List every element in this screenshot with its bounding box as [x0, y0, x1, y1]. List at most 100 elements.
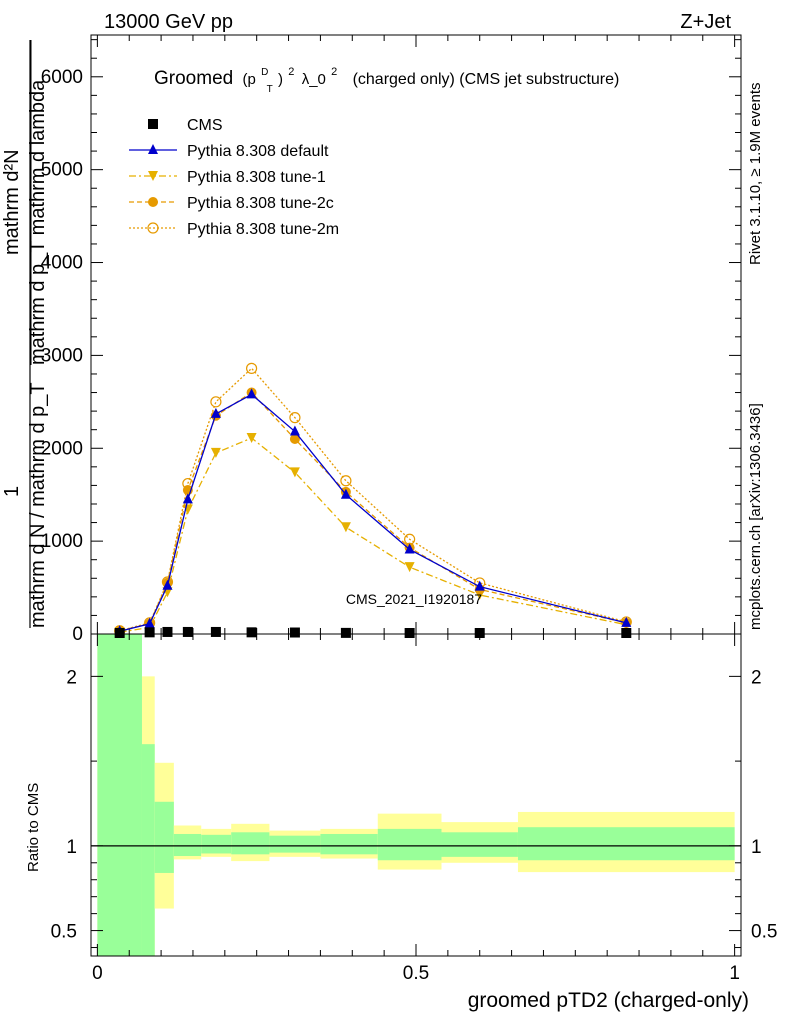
series-point-cms	[289, 627, 300, 638]
ratio-band-inner	[320, 833, 378, 855]
series-point-tune2m	[340, 475, 352, 487]
axis-ticks	[91, 35, 741, 956]
series-point-cms	[404, 628, 415, 638]
legend-label-tune2c: Pythia 8.308 tune-2c	[187, 195, 334, 212]
series-line-tune2m	[119, 367, 627, 632]
header-process-label: Z+Jet	[680, 11, 731, 33]
legend-marker-tune2m	[147, 222, 159, 234]
plot-title-exp2: 2	[331, 66, 337, 78]
series-point-default	[210, 407, 221, 418]
series-point-cms	[210, 626, 221, 637]
header-energy-label: 13000 GeV pp	[104, 11, 233, 33]
y-label-one: 1	[1, 486, 23, 497]
series-point-cms	[162, 626, 173, 637]
plot-title-suffix: (charged only) (CMS jet substructure)	[353, 71, 620, 88]
ratio-y-tick-label-left: 1	[66, 837, 77, 858]
series-point-default	[289, 425, 300, 436]
plot-title: Groomed (p D T ) 2 λ_0 2 (charged only) …	[154, 59, 619, 97]
series-point-cms	[340, 627, 351, 638]
legend-entry-cms: CMS	[148, 117, 223, 134]
ratio-band-inner	[377, 828, 442, 861]
ratio-y-tick-label-right: 0.5	[751, 922, 777, 943]
ratio-band-inner	[173, 833, 202, 857]
main-y-tick-label: 6000	[41, 67, 83, 88]
ratio-y-tick-label-left: 2	[66, 667, 77, 688]
series-point-cms	[182, 626, 193, 637]
legend-entry-tune1: Pythia 8.308 tune-1	[129, 169, 326, 186]
legend-entry-default: Pythia 8.308 default	[129, 143, 329, 160]
plot-title-close: )	[278, 71, 283, 88]
series-point-cms	[246, 627, 257, 638]
plot-title-sub-t: T	[267, 84, 273, 95]
series-point-default	[246, 388, 257, 399]
series-point-default	[144, 617, 155, 628]
ratio-y-tick-label-left: 0.5	[51, 922, 77, 943]
legend-label-tune1: Pythia 8.308 tune-1	[187, 169, 326, 186]
plot-title-p: (p	[242, 71, 255, 88]
main-y-tick-label: 0	[72, 624, 83, 645]
series-point-cms	[144, 627, 155, 638]
plot-title-sup-d: D	[261, 67, 268, 78]
x-tick-label: 0	[92, 963, 103, 984]
series-point-default	[404, 543, 415, 554]
ratio-band-inner	[97, 634, 142, 956]
legend-label-default: Pythia 8.308 default	[187, 143, 329, 160]
series-point-default	[182, 493, 193, 504]
series-point-cms	[114, 628, 125, 638]
series-point-cms	[621, 628, 632, 638]
y-label-numer: mathrm d²N	[1, 149, 23, 255]
main-y-tick-label: 4000	[41, 253, 83, 274]
main-y-tick-label: 3000	[41, 345, 83, 366]
series-point-default	[621, 616, 632, 627]
series-point-tune1	[246, 433, 257, 444]
x-axis-label: groomed pTD2 (charged-only)	[468, 989, 749, 1012]
data-series	[114, 362, 632, 638]
plot-title-lambda: λ_0	[302, 71, 326, 88]
series-point-cms	[474, 628, 485, 638]
series-default	[114, 388, 632, 636]
ratio-y-tick-label-right: 2	[751, 667, 762, 688]
series-cms	[114, 626, 632, 638]
main-y-tick-label: 5000	[41, 160, 83, 181]
series-point-tune1	[404, 562, 415, 573]
main-y-tick-label: 1000	[41, 531, 83, 552]
ratio-uncertainty-bands	[97, 634, 735, 956]
legend-marker-default	[148, 144, 158, 154]
legend-marker-tune2c	[148, 197, 158, 207]
axis-tick-labels: 0 1000 2000 3000 4000 5000 6000 0.5 0.5 1 1 2 2 0 0.5 1	[41, 67, 778, 984]
ratio-band-inner	[231, 832, 270, 855]
series-point-default	[340, 488, 351, 499]
legend-marker-cms	[148, 119, 158, 129]
plot-title-prefix: Groomed	[154, 68, 233, 89]
series-point-tune1	[210, 447, 221, 458]
ratio-band-inner	[441, 832, 518, 857]
ratio-band-inner	[141, 744, 155, 956]
x-tick-label: 0.5	[403, 963, 429, 984]
series-point-tune2c	[289, 433, 300, 444]
legend: CMS Pythia 8.308 default Pythia 8.308 tune…	[129, 117, 339, 238]
ratio-band-inner	[154, 801, 174, 873]
analysis-watermark: CMS_2021_I1920187	[346, 591, 482, 607]
legend-entry-tune2c: Pythia 8.308 tune-2c	[129, 195, 334, 212]
y-label-denom: mathrm d p_T mathrm d lambda	[27, 79, 49, 365]
main-y-tick-label: 2000	[41, 438, 83, 459]
series-point-default	[162, 579, 173, 590]
legend-marker-tune1	[148, 171, 158, 181]
series-point-tune2m	[289, 412, 301, 424]
x-tick-label: 1	[729, 963, 740, 984]
ratio-band-inner	[269, 835, 321, 853]
ratio-y-axis-label: Ratio to CMS	[25, 783, 42, 872]
series-point-tune2m	[210, 396, 222, 408]
y-label-frac-denom: mathrm d N / mathrm d p_T	[27, 382, 49, 628]
legend-label-cms: CMS	[187, 117, 223, 134]
series-point-default	[474, 580, 485, 591]
series-point-tune2m	[245, 362, 258, 374]
mcplots-label: mcplots.cern.ch [arXiv:1306.3436]	[747, 403, 764, 630]
rivet-version-label: Rivet 3.1.10, ≥ 1.9M events	[747, 83, 764, 266]
ratio-plot-frame	[90, 633, 742, 957]
series-point-tune1	[340, 522, 351, 533]
series-tune2m	[114, 362, 632, 637]
legend-entry-tune2m: Pythia 8.308 tune-2m	[129, 221, 339, 238]
svg-text:Groomed (p D: Groomed (p D T ) 2 λ_0 2 (charged only) …	[154, 59, 619, 97]
